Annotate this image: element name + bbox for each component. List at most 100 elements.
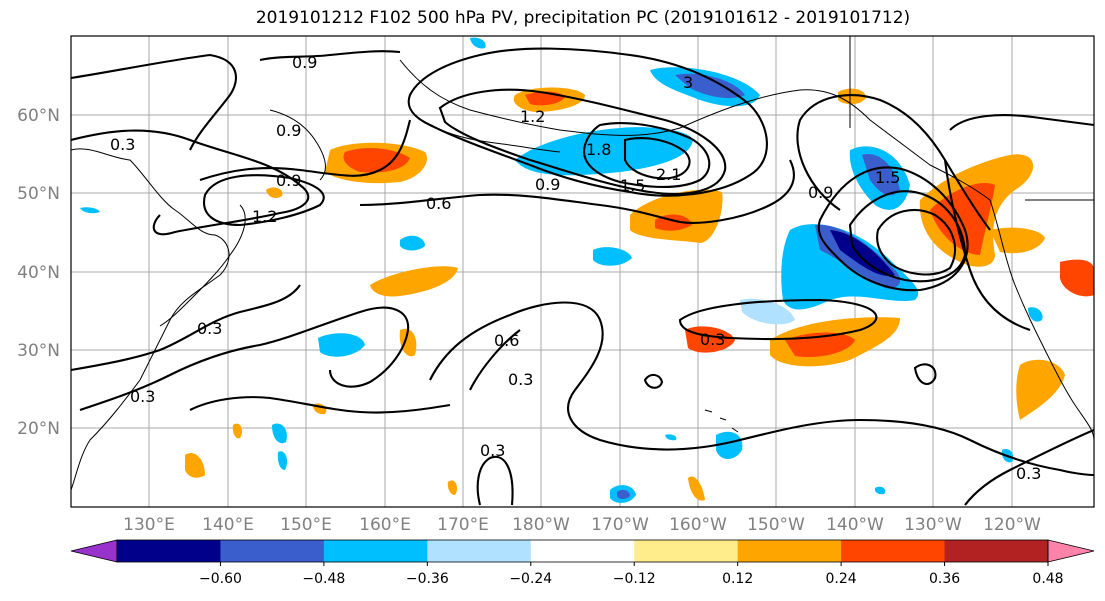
precip-positive-area (990, 227, 1045, 254)
precip-negative-area (470, 37, 486, 49)
pv-contour-0.6-central (429, 301, 1094, 477)
lon-label: 180°W (512, 515, 570, 535)
pv-contour-0.3-bottom (476, 455, 514, 506)
precip-negative-area (862, 154, 900, 196)
pv-contour-0.9-west (199, 119, 412, 181)
coastline-hawaii (704, 409, 739, 433)
lon-label: 160°E (359, 515, 411, 535)
colorbar-segment (737, 540, 842, 562)
colorbar-tick-label: −0.24 (509, 571, 552, 587)
precip-positive-area (343, 148, 410, 173)
lon-label: 140°E (202, 515, 254, 535)
precip-positive-area (1016, 359, 1065, 420)
lat-label: 20°N (17, 419, 60, 439)
contour-label: 0.3 (130, 387, 155, 406)
lon-label: 140°W (826, 515, 884, 535)
coastline-kamchatka (269, 109, 326, 181)
pv-contour-closed-small (643, 373, 664, 389)
precip-positive-area (232, 423, 243, 439)
colorbar-tick-label: 0.36 (929, 571, 960, 587)
colorbar-segment (117, 540, 221, 562)
colorbar-segment (841, 540, 946, 562)
graticule (71, 36, 1094, 507)
colorbar-extend-max (1047, 539, 1095, 563)
contour-label: 0.3 (700, 330, 725, 349)
precip-negative-area (665, 434, 677, 441)
lat-label: 50°N (17, 184, 60, 204)
pv-contour-2.1 (623, 137, 691, 180)
colorbar-border (116, 539, 1049, 563)
pv-contour-trough-1.5 (876, 208, 957, 276)
latitude-labels: 60°N 50°N 40°N 30°N 20°N (17, 106, 60, 439)
pv-contour-ridge (796, 94, 991, 231)
contour-label: 1.5 (875, 168, 900, 187)
contour-label: 2.1 (656, 165, 681, 184)
contour-label: 0.6 (426, 194, 451, 213)
contour-label-group: 0.9 0.9 0.9 1.2 1.2 1.8 2.1 1.5 0.9 0.6 … (110, 53, 1041, 483)
colorbar-tick-label: 0.24 (826, 571, 857, 587)
colorbar-segment (427, 540, 532, 562)
pv-contour-1.2-alaska (407, 47, 768, 197)
contour-label: 0.6 (494, 331, 519, 350)
precip-negative-area (617, 489, 630, 499)
precip-negative-area (277, 451, 288, 470)
lat-label: 30°N (17, 341, 60, 361)
map-border (70, 35, 1095, 508)
contour-label: 3 (683, 73, 693, 92)
lon-label: 160°W (669, 515, 727, 535)
precip-positive-area (1060, 259, 1094, 297)
contour-label: 0.9 (808, 183, 833, 202)
precip-positive-area (930, 182, 995, 255)
pv-contour-closed-small (913, 363, 937, 386)
precip-negative-area (272, 423, 287, 444)
precip-negative-area (318, 333, 365, 357)
precip-positive-area (266, 187, 283, 198)
colorbar-tick-label: −0.60 (199, 571, 242, 587)
map-title: 2019101212 F102 500 hPa PV, precipitatio… (255, 8, 911, 28)
precip-negative-area (740, 298, 795, 325)
precip-negative-area (593, 247, 632, 266)
contour-label: 1.2 (520, 107, 545, 126)
precip-negative-area (1028, 307, 1043, 322)
colorbar-tick-label: 0.12 (722, 571, 753, 587)
lat-label: 60°N (17, 106, 60, 126)
contour-label: 0.3 (480, 441, 505, 460)
pv-contour-0.3-mid (189, 329, 521, 414)
pv-contour-1.8 (583, 122, 711, 189)
precip-positive-area (370, 266, 458, 297)
contour-label: 0.9 (276, 121, 301, 140)
lon-label: 130°W (904, 515, 962, 535)
colorbar-extend-min (70, 539, 118, 563)
precip-negative-area (874, 486, 886, 495)
contour-label: 1.5 (620, 176, 645, 195)
contour-label: 0.3 (197, 319, 222, 338)
pv-contours (71, 47, 1094, 506)
longitude-labels: 130°E 140°E 150°E 160°E 170°E 180°W 170°… (123, 515, 1041, 535)
precip-negative-area (80, 207, 100, 214)
contour-label: 0.9 (292, 53, 317, 72)
coastline-alaska (399, 59, 991, 201)
colorbar-segment (634, 540, 739, 562)
pv-contour-0.3-lower (678, 298, 878, 341)
pv-contour-0.9-north (71, 50, 401, 151)
coastline-namerica (989, 199, 1094, 441)
contour-label: 0.9 (276, 171, 301, 190)
colorbar-segment (220, 540, 325, 562)
colorbar: −0.60 −0.48 −0.36 −0.24 −0.12 0.12 0.24 0.36 0.4… (70, 539, 1095, 587)
precipitation-shading (80, 37, 1094, 503)
pv-contour-trough-0.9 (817, 166, 969, 292)
lon-label: 170°E (437, 515, 489, 535)
contour-label: 0.3 (1016, 464, 1041, 483)
contour-label: 1.8 (586, 140, 611, 159)
coastline-canada-border (849, 36, 1094, 201)
precip-positive-area (447, 480, 458, 495)
pv-contour-0.3-south (71, 284, 410, 411)
precip-negative-area (400, 235, 425, 251)
colorbar-tick-label: −0.12 (613, 571, 656, 587)
colorbar-segment (944, 540, 1049, 562)
pv-contour-0.3-right (964, 429, 1094, 506)
lon-label: 130°E (123, 515, 175, 535)
colorbar-tick-label: −0.48 (302, 571, 345, 587)
lon-label: 150°E (280, 515, 332, 535)
